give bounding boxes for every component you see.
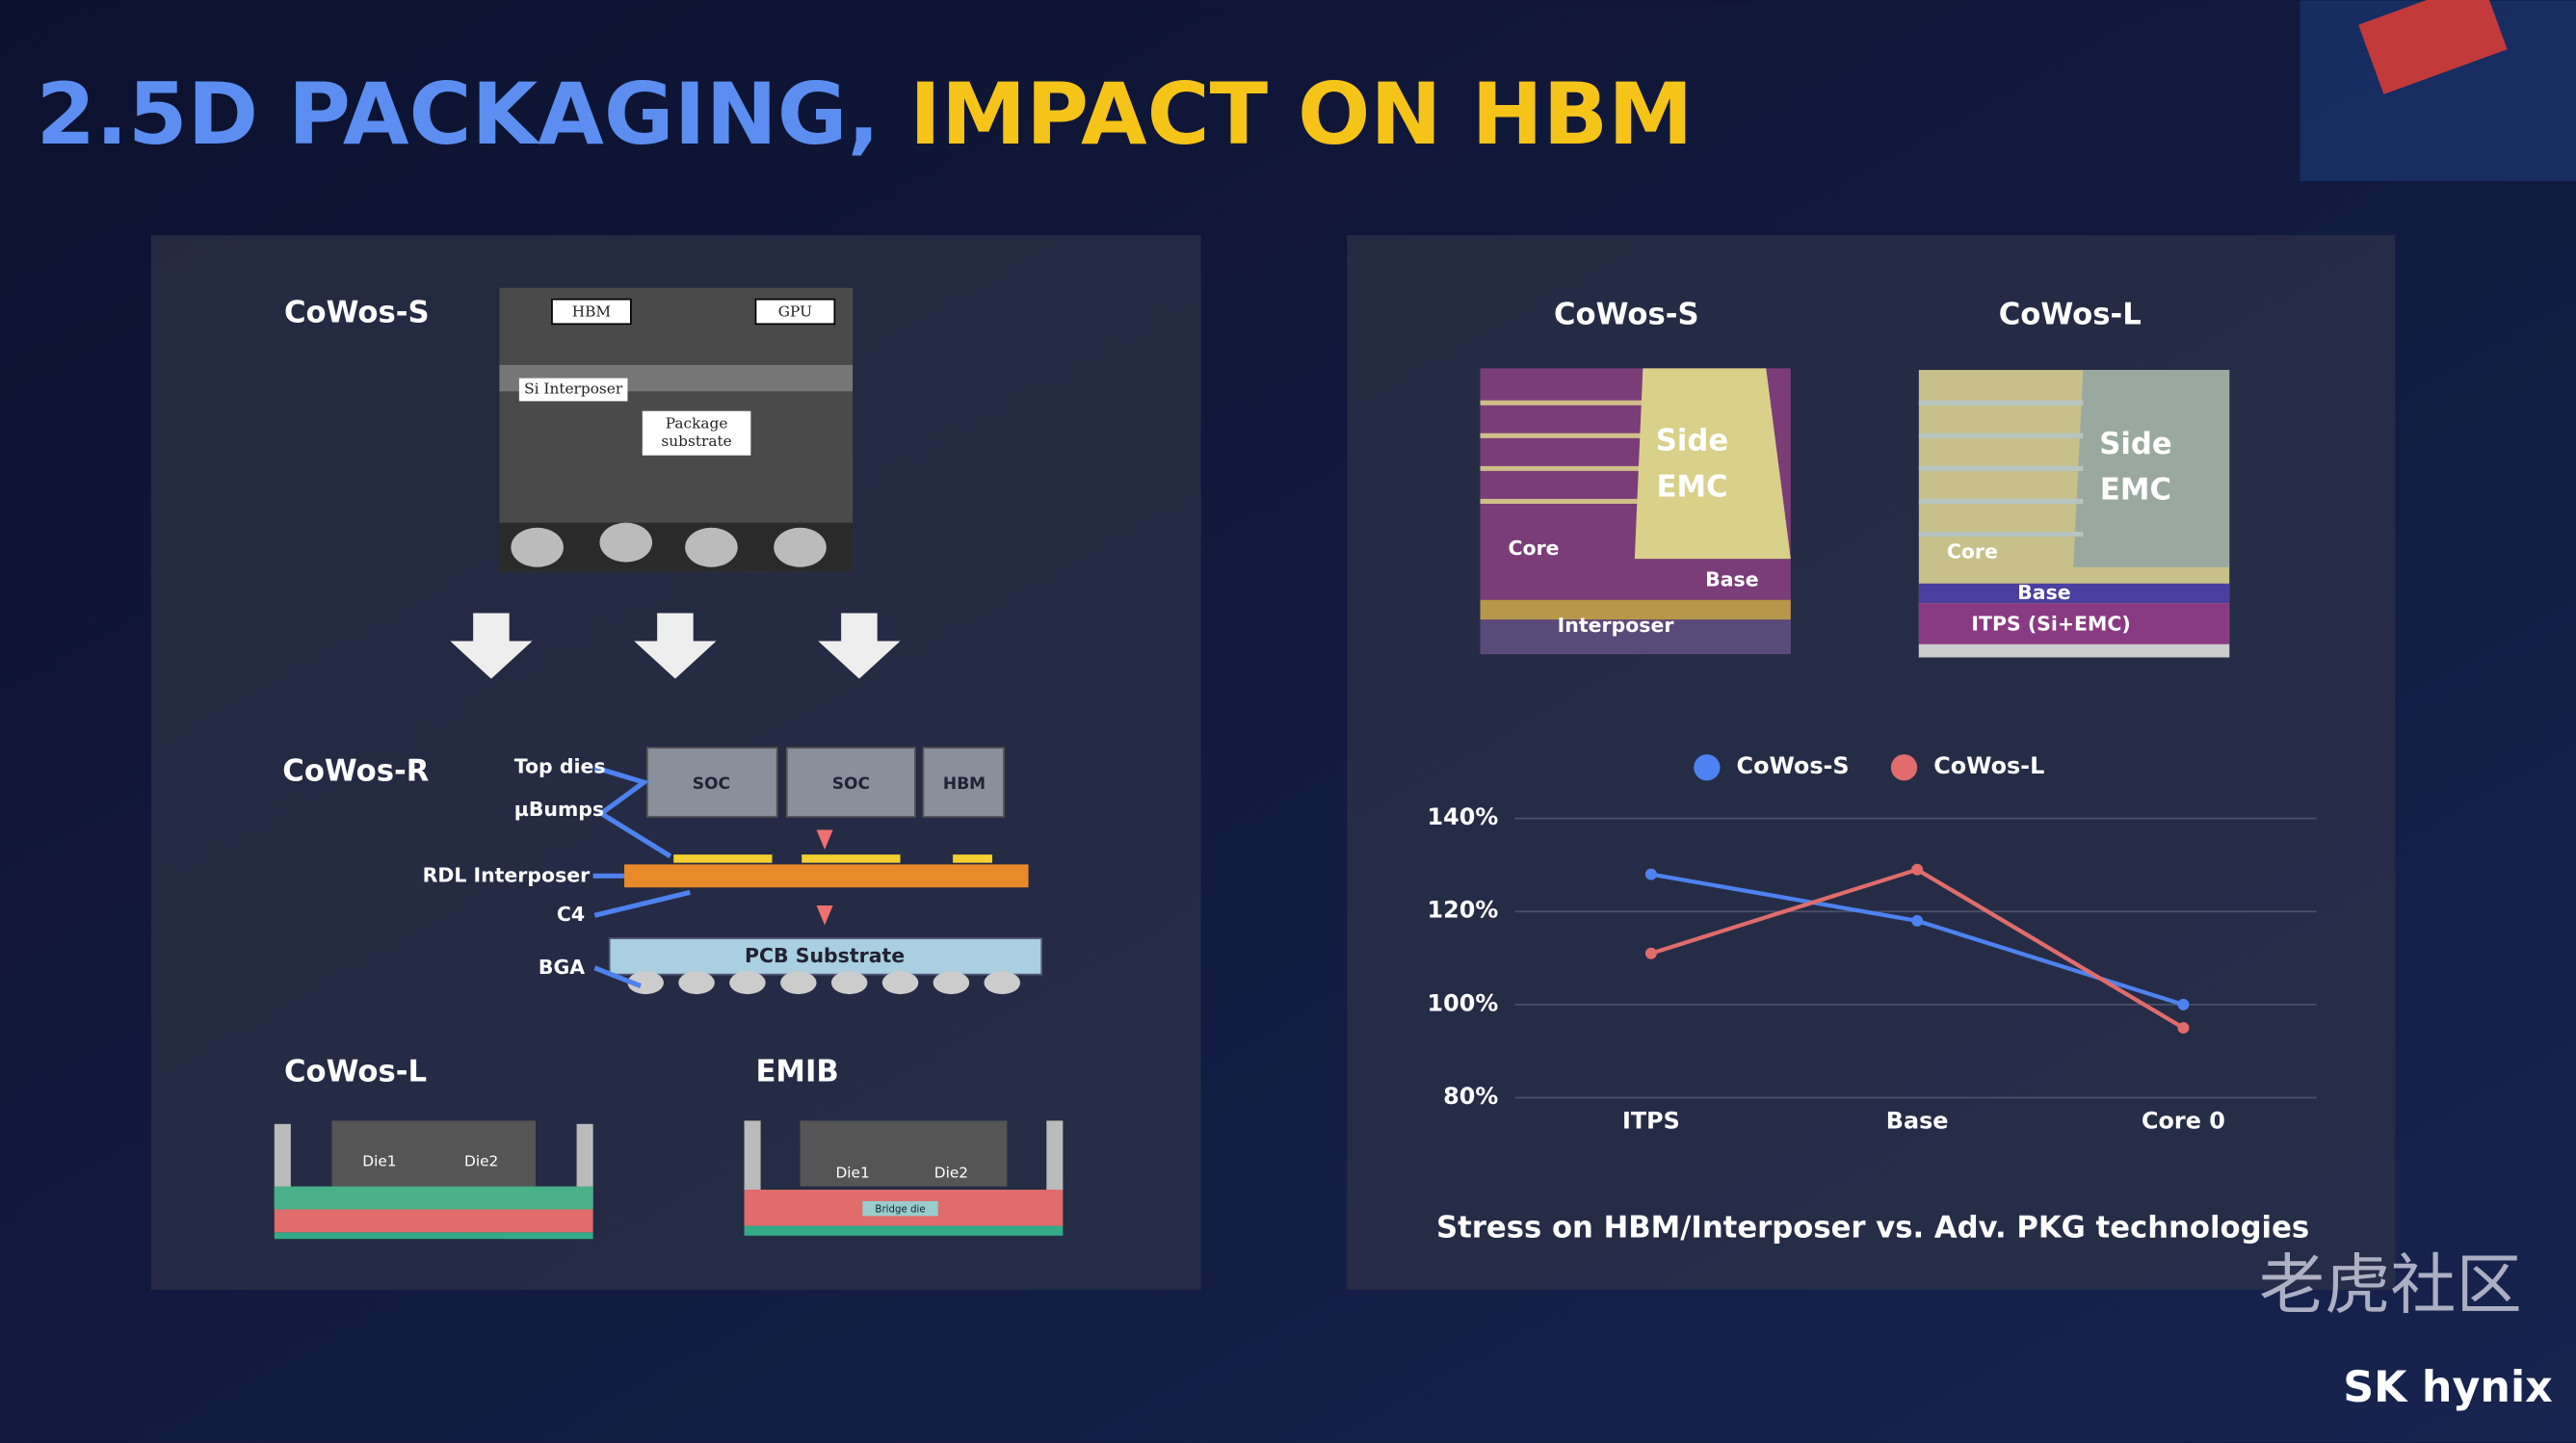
data-point [1644,947,1657,959]
slide-title: 2.5D PACKAGING, IMPACT ON HBM [37,65,1694,164]
cross-section-l [1918,370,2230,658]
region-label: ITPS (Si+EMC) [1971,612,2130,635]
callout: BGA [539,956,585,979]
image-label: HBM [572,302,611,320]
die-label: Bridge die [875,1204,925,1215]
section-label: CoWos-S [284,297,430,330]
section-label: EMIB [755,1055,838,1089]
line-chart: 80% 100% 120% 140% ITPS Base Core 0 CoWos-S CoWo… [1428,752,2317,1135]
x-tick-label: ITPS [1622,1108,1680,1135]
section-label: CoWos-L [284,1055,427,1089]
callout: RDL Interposer [423,863,591,886]
title-part: IMPACT ON HBM [909,65,1694,164]
region-label: Core [1947,539,1998,563]
legend-label: CoWos-S [1737,752,1850,779]
cowos-s-image [499,287,854,572]
chip-decoration [2300,0,2576,181]
watermark: 老虎社区 [2259,1248,2522,1325]
block-label: PCB Substrate [745,944,905,967]
chart-caption: Stress on HBM/Interposer vs. Adv. PKG te… [1436,1211,2309,1245]
block-label: SOC [693,774,730,794]
callout: µBumps [514,798,604,821]
die-label: Die1 [362,1153,396,1170]
y-tick-label: 80% [1443,1083,1498,1110]
region-label: Interposer [1558,614,1675,637]
callout: C4 [557,903,585,926]
image-label: Package [666,414,728,432]
image-label: substrate [661,433,731,450]
legend-swatch [1890,754,1918,781]
y-tick-label: 100% [1428,989,1499,1016]
section-label: CoWos-L [1999,298,2142,331]
data-point [1644,868,1657,880]
block-label: HBM [943,774,986,794]
die-label: Die2 [464,1153,498,1170]
region-label: Core [1509,537,1560,560]
block-label: SOC [832,774,870,794]
legend-label: CoWos-L [1933,752,2044,779]
cowos-l-diagram [274,1120,593,1240]
y-tick-label: 120% [1428,897,1499,924]
data-point [2177,1022,2190,1035]
region-label: EMC [2100,474,2171,508]
region-label: Side [1656,425,1728,459]
down-arrows [450,613,901,679]
data-point [2177,998,2190,1010]
image-label: Si Interposer [524,380,623,398]
logo: SK hynix [2343,1363,2553,1412]
region-label: Side [2099,428,2171,461]
data-point [1911,914,1924,927]
cowos-r-diagram [592,747,1043,995]
section-label: CoWos-R [282,754,429,788]
title-part: 2.5D PACKAGING, [37,65,881,164]
y-tick-label: 140% [1428,803,1499,830]
data-point [1911,863,1924,876]
section-label: CoWos-S [1554,298,1699,331]
x-tick-label: Base [1886,1108,1949,1135]
cross-section-s [1480,368,1791,655]
region-label: Base [1705,567,1758,590]
region-label: EMC [1657,470,1728,504]
region-label: Base [2017,581,2070,604]
callout: Top dies [514,755,606,778]
image-label: GPU [778,302,812,320]
x-tick-label: Core 0 [2142,1108,2225,1135]
die-label: Die2 [934,1164,968,1181]
die-label: Die1 [835,1164,869,1181]
legend-swatch [1694,754,1721,781]
emib-diagram [744,1120,1064,1236]
